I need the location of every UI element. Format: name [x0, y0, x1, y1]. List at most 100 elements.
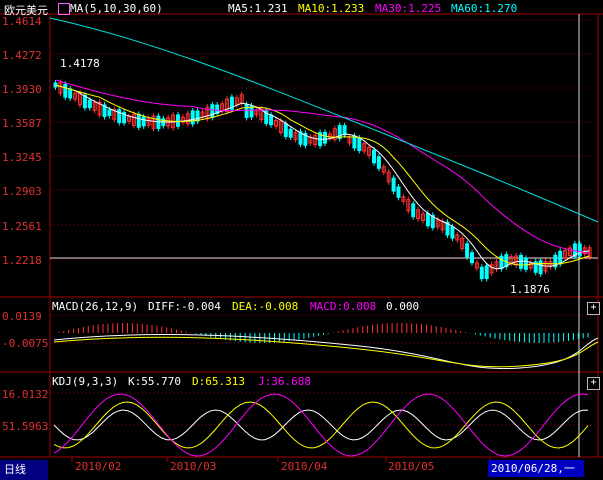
candle-body: [117, 109, 122, 124]
candle-body: [283, 123, 288, 137]
kdj-line: [53, 409, 589, 441]
candle-body: [484, 265, 489, 280]
candle-body: [587, 247, 592, 258]
candle-body: [406, 199, 411, 212]
candle-body: [82, 94, 87, 109]
candle-body: [479, 266, 484, 280]
candle-body: [474, 262, 479, 269]
candle-body: [391, 177, 396, 192]
candle-body: [176, 114, 180, 127]
ma-label: MA(5,10,30,60): [70, 2, 163, 15]
ma5-line: [55, 84, 590, 270]
period-tab[interactable]: 日线: [0, 460, 48, 480]
candle-body: [122, 111, 127, 124]
symbol-title: 欧元美元: [4, 4, 48, 17]
macd-extra: 0.000: [386, 300, 420, 313]
ma10-value: MA10:1.233: [298, 2, 365, 15]
macd-expand-button[interactable]: +: [587, 302, 600, 315]
candle-body: [92, 101, 97, 111]
kdj-label: KDJ(9,3,3): [52, 375, 119, 388]
candle-body: [425, 213, 430, 227]
candle-body: [538, 260, 543, 275]
ma30-value: MA30:1.225: [375, 2, 442, 15]
candle-body: [450, 226, 455, 239]
candle-body: [229, 96, 234, 110]
price-tick-4: 1.3245: [2, 151, 42, 164]
candle-body: [386, 171, 391, 183]
candle-body: [249, 105, 254, 118]
candle-body: [342, 125, 347, 136]
macd-tick-0: 0.0139: [2, 310, 42, 323]
candle-body: [577, 243, 582, 257]
candle-body: [519, 254, 523, 269]
candle-body: [195, 110, 200, 122]
candle-body: [68, 88, 73, 99]
ma60-line: [49, 17, 599, 223]
candle-body: [396, 186, 401, 198]
candle-body: [470, 252, 474, 264]
candle-body: [127, 116, 131, 122]
indicator-icon[interactable]: [58, 3, 70, 15]
candle-body: [136, 113, 141, 128]
price-tick-7: 1.2218: [2, 254, 42, 267]
low-marker: 1.1876: [510, 283, 550, 296]
candle-body: [411, 203, 416, 218]
month-label-2: 2010/04: [281, 460, 328, 473]
candle-body: [234, 97, 239, 105]
candle-body: [568, 247, 572, 257]
cursor-date-label: 2010/06/28,一: [488, 460, 584, 477]
ma10-line: [55, 84, 590, 266]
candle-body: [489, 264, 494, 274]
macd-tick-1: -0.0075: [2, 337, 49, 350]
candle-body: [112, 109, 117, 120]
price-tick-1: 1.4272: [2, 49, 42, 62]
kdj-d: D:65.313: [192, 375, 245, 388]
macd-dea-line: [53, 336, 599, 368]
candle-body: [185, 113, 190, 125]
macd-diff-line: [53, 334, 599, 370]
high-marker: 1.4178: [60, 57, 100, 70]
macd-label: MACD(26,12,9): [52, 300, 139, 313]
candle-body: [293, 131, 298, 141]
candle-body: [372, 149, 376, 164]
macd-diff: DIFF:-0.004: [148, 300, 221, 313]
candle-body: [225, 98, 229, 112]
candle-body: [210, 104, 215, 118]
candle-body: [435, 219, 440, 228]
candle-body: [533, 261, 538, 273]
candle-body: [102, 104, 107, 118]
candle-body: [455, 234, 460, 241]
candle-body: [430, 214, 435, 229]
candle-body: [278, 120, 283, 134]
candle-body: [558, 250, 563, 265]
candle-body: [327, 133, 332, 139]
candle-body: [58, 81, 63, 94]
kdj-line: [53, 393, 589, 457]
candle-body: [190, 110, 195, 125]
candle-body: [401, 196, 406, 202]
price-tick-5: 1.2903: [2, 185, 42, 198]
ma5-value: MA5:1.231: [228, 2, 288, 15]
ma60-value: MA60:1.270: [451, 2, 518, 15]
candle-body: [362, 143, 367, 152]
price-tick-2: 1.3930: [2, 83, 42, 96]
candle-body: [367, 146, 372, 156]
candle-body: [563, 249, 568, 259]
candle-body: [499, 255, 504, 270]
candle-body: [63, 83, 68, 98]
macd-macd: MACD:0.008: [310, 300, 377, 313]
candle-body: [107, 109, 112, 116]
price-tick-3: 1.3587: [2, 117, 42, 130]
candle-body: [553, 254, 558, 268]
candle-body: [303, 132, 308, 146]
candle-body: [352, 135, 357, 149]
candle-body: [323, 131, 327, 144]
candle-body: [416, 209, 421, 220]
candle-body: [381, 166, 386, 173]
candle-body: [523, 257, 528, 270]
kdj-expand-button[interactable]: +: [587, 377, 600, 390]
candle-body: [288, 128, 293, 138]
candle-body: [244, 104, 249, 118]
candle-body: [180, 116, 185, 123]
